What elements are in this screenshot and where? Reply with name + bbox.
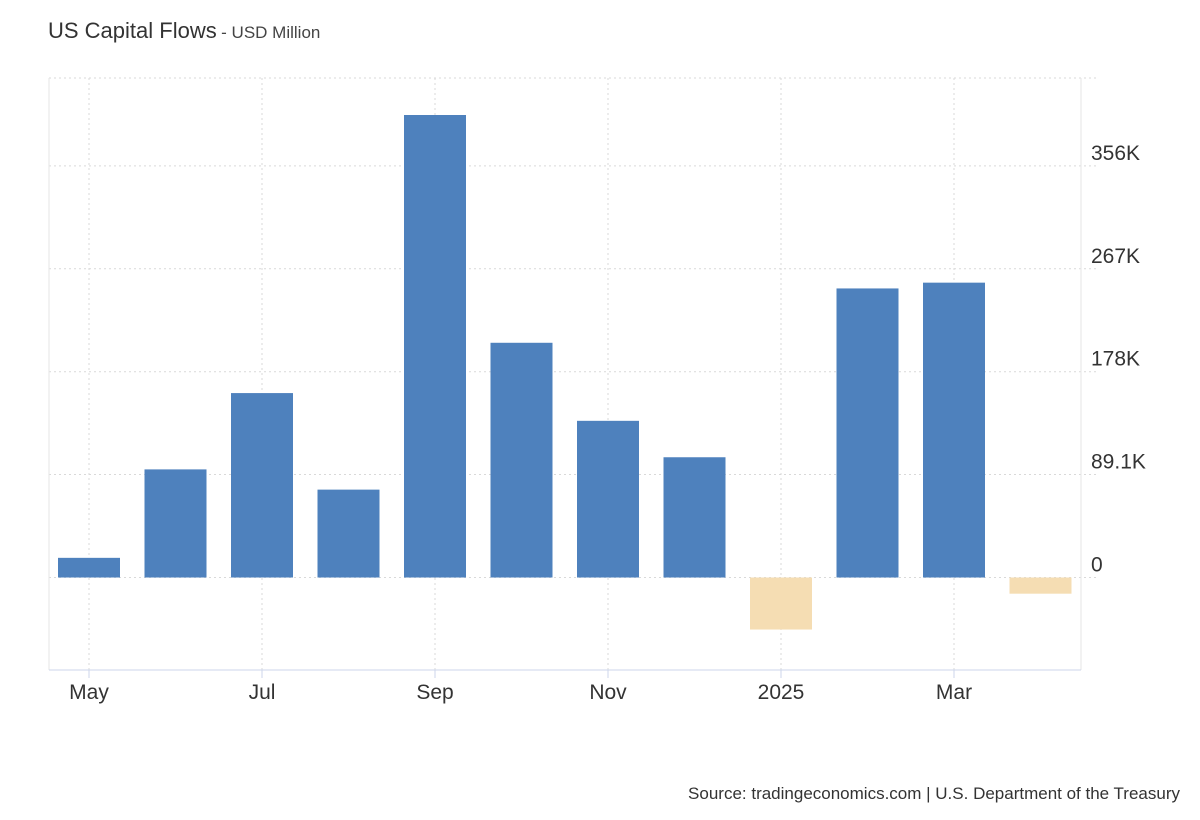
- y-tick-label: 178K: [1091, 348, 1140, 371]
- bar-2025-04: [1009, 577, 1072, 594]
- bar-2024-05: [58, 557, 120, 578]
- y-tick-label: 89.1K: [1091, 450, 1146, 473]
- y-tick-label: 356K: [1091, 142, 1140, 165]
- bar-2024-09: [404, 115, 466, 578]
- x-tick-label: Jul: [249, 681, 276, 704]
- y-tick-label: 267K: [1091, 245, 1140, 268]
- chart-title-block: US Capital Flows - USD Million: [48, 18, 320, 44]
- x-tick-label: 2025: [758, 681, 805, 704]
- bar-2025-02: [836, 288, 899, 578]
- x-tick-label: Mar: [936, 681, 972, 704]
- x-axis-labels: May Jul Sep Nov 2025 Mar: [69, 681, 972, 704]
- bar-2024-08: [317, 489, 380, 578]
- bar-2024-11: [577, 420, 639, 578]
- bar-2024-10: [490, 342, 553, 578]
- chart-subtitle: - USD Million: [221, 23, 321, 42]
- x-tick-label: Nov: [589, 681, 627, 704]
- x-tick-label: Sep: [416, 681, 453, 704]
- bar-2025-01: [750, 577, 812, 630]
- chart-title: US Capital Flows: [48, 18, 217, 43]
- bars: [58, 115, 1072, 630]
- y-tick-label: 0: [1091, 554, 1103, 577]
- source-note: Source: tradingeconomics.com | U.S. Depa…: [688, 784, 1180, 803]
- axes: [48, 78, 1082, 678]
- bar-2024-12: [663, 457, 726, 578]
- x-tick-label: May: [69, 681, 109, 704]
- bar-2025-03: [923, 282, 985, 578]
- y-axis-labels: 0 89.1K 178K 267K 356K: [1091, 142, 1146, 577]
- bar-2024-07: [231, 393, 293, 578]
- bar-2024-06: [144, 469, 207, 578]
